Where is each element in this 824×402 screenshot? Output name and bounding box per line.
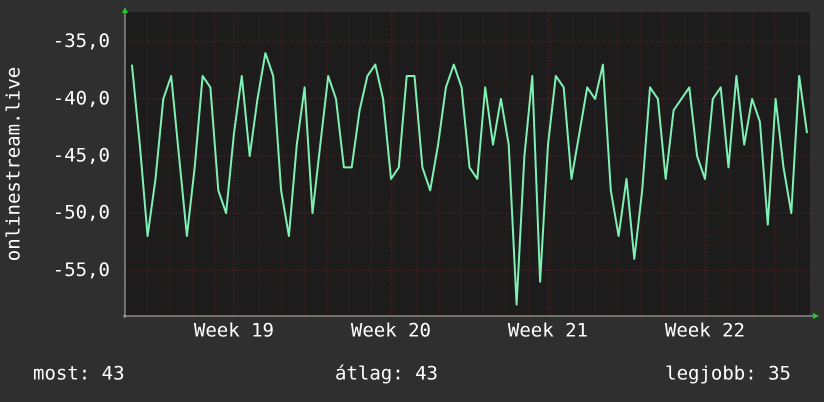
- y-tick-label: -40,0: [53, 87, 110, 109]
- stat-best: legjobb: 35: [665, 363, 791, 385]
- stat-current: most: 43: [33, 363, 125, 385]
- stat-average: átlag: 43: [335, 363, 438, 385]
- minor-grid: [125, 12, 810, 316]
- y-tick-label: -45,0: [53, 145, 110, 167]
- y-axis-label: onlinestream.live: [3, 67, 25, 261]
- x-tick-label: Week 19: [194, 320, 274, 342]
- x-tick-label: Week 21: [508, 320, 588, 342]
- axis-arrow: [813, 313, 819, 319]
- y-tick-label: -55,0: [53, 259, 110, 281]
- x-tick-label: Week 20: [351, 320, 431, 342]
- x-tick-label: Week 22: [665, 320, 745, 342]
- y-tick-label: -35,0: [53, 30, 110, 52]
- axis-arrow: [122, 7, 128, 13]
- y-tick-label: -50,0: [53, 202, 110, 224]
- data-line: [130, 52, 808, 306]
